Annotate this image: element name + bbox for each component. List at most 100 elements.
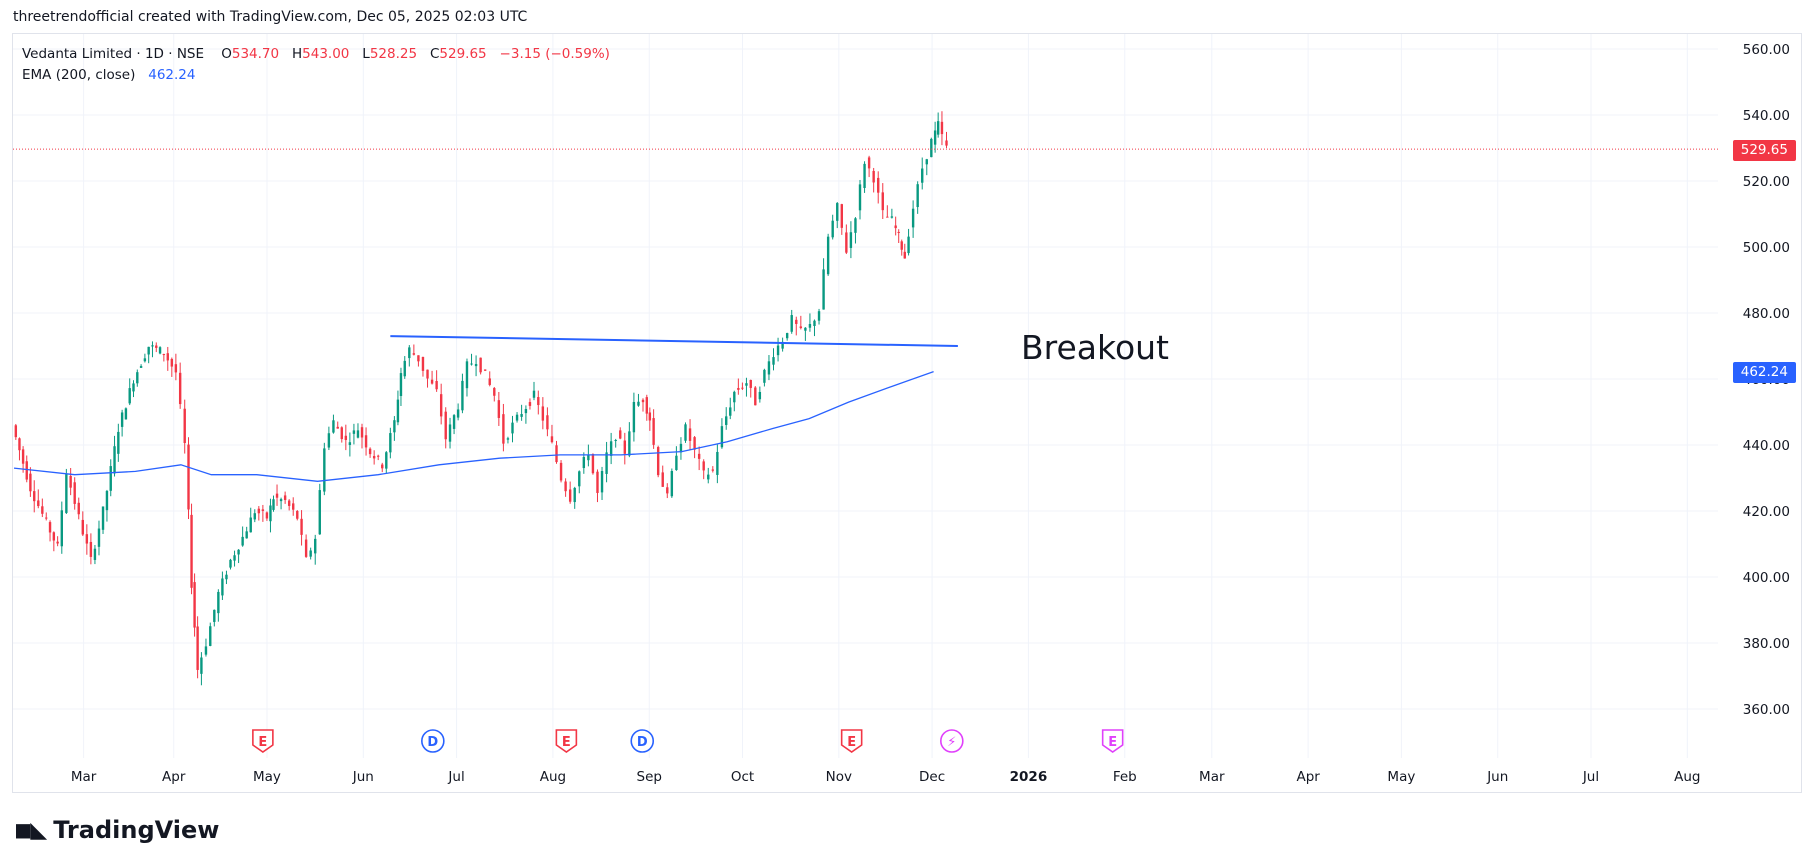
candle-body [877, 177, 880, 193]
breakout-annotation[interactable]: Breakout [1021, 328, 1169, 367]
candle-body [33, 491, 36, 502]
candle-body [767, 361, 771, 375]
candle-body [18, 438, 21, 451]
candle-body [813, 320, 816, 326]
candle-body [265, 512, 269, 519]
legend-ema-label[interactable]: EMA (200, close) [22, 67, 136, 83]
candle-body [120, 412, 124, 427]
candle-body [89, 541, 93, 557]
candle-body [693, 437, 696, 450]
ema-200-line[interactable] [13, 370, 934, 482]
earnings-marker[interactable] [252, 729, 274, 753]
legend-title[interactable]: Vedanta Limited · 1D · NSE [22, 46, 205, 62]
candle-body [605, 452, 608, 474]
x-tick-label: May [1387, 769, 1415, 785]
candle-body [323, 448, 326, 492]
candle-body [582, 457, 586, 469]
x-tick-label: Apr [162, 769, 186, 785]
future-earnings-marker[interactable] [1101, 729, 1124, 753]
candle-body [754, 387, 757, 406]
candle-body [628, 431, 631, 456]
candle-body [921, 168, 924, 183]
candle-body [749, 379, 752, 388]
candle-body [645, 397, 648, 414]
candle-body [945, 140, 948, 146]
candle-body [136, 372, 139, 384]
dividend-marker[interactable] [421, 729, 445, 753]
candle-body [854, 218, 857, 233]
candle-body [515, 414, 519, 421]
candle-body [21, 449, 25, 464]
candle-body [822, 269, 825, 310]
candle-body [178, 372, 182, 405]
candle-body [587, 455, 590, 461]
candle-body [14, 425, 18, 438]
candle-body [881, 192, 884, 211]
candle-body [162, 354, 166, 356]
future-marker[interactable] [940, 729, 964, 753]
candle-body [890, 216, 894, 218]
candle-body [381, 464, 384, 469]
candle-body [808, 323, 812, 328]
y-tick-label: 420.00 [1743, 504, 1790, 520]
x-tick-label: Jun [1486, 769, 1508, 785]
candle-body [97, 528, 101, 547]
candle-body [132, 383, 135, 392]
candle-body [37, 500, 40, 507]
candle-body [221, 578, 224, 596]
x-tick-label: May [253, 769, 281, 785]
candle-body [128, 388, 131, 404]
candle-body [632, 401, 636, 433]
candle-body [711, 469, 715, 471]
candle-body [648, 412, 652, 421]
candle-body [532, 390, 536, 398]
candle-body [524, 408, 528, 414]
candle-body [573, 487, 576, 503]
candle-body [393, 420, 396, 433]
candle-body [29, 473, 32, 492]
candle-body [225, 574, 228, 580]
candle-body [77, 502, 80, 515]
candle-body [781, 341, 784, 349]
candle-body [403, 360, 406, 377]
earnings-marker[interactable] [840, 729, 863, 753]
candle-body [166, 353, 169, 361]
candle-body [933, 130, 937, 145]
candle-body [344, 435, 348, 441]
candle-body [448, 424, 452, 442]
dividend-marker[interactable] [630, 729, 655, 753]
candle-body [637, 401, 640, 406]
breakout-trendline[interactable] [390, 335, 958, 347]
candle-body [916, 184, 919, 208]
candle-body [903, 251, 906, 259]
candle-body [417, 355, 420, 362]
candle-body [817, 311, 821, 321]
y-tick-label: 560.00 [1743, 42, 1790, 58]
x-tick-label: Aug [540, 769, 566, 785]
tradingview-logo[interactable]: ◼◣ TradingView [14, 816, 219, 844]
earnings-marker-label: E [562, 735, 571, 750]
y-tick-label: 520.00 [1743, 174, 1790, 190]
candle-body [679, 443, 683, 453]
candle-body [936, 121, 940, 135]
legend-low-label: L [362, 46, 370, 62]
candle-body [332, 420, 335, 433]
earnings-marker[interactable] [555, 729, 578, 753]
candle-body [336, 426, 339, 429]
x-tick-label: Dec [919, 769, 945, 785]
candle-body [174, 364, 178, 373]
legend-low-value: 528.25 [369, 46, 418, 62]
candle-body [193, 582, 196, 628]
tradingview-brand-text: TradingView [53, 816, 220, 844]
candle-body [421, 356, 425, 371]
candle-body [578, 471, 581, 487]
y-tick-label: 480.00 [1743, 306, 1790, 322]
candle-body [867, 157, 871, 169]
candle-body [272, 499, 275, 510]
candle-body [155, 345, 158, 348]
candle-body [183, 408, 186, 443]
candle-body [745, 383, 748, 386]
y-tick-label: 440.00 [1743, 438, 1790, 454]
candle-body [600, 471, 604, 493]
